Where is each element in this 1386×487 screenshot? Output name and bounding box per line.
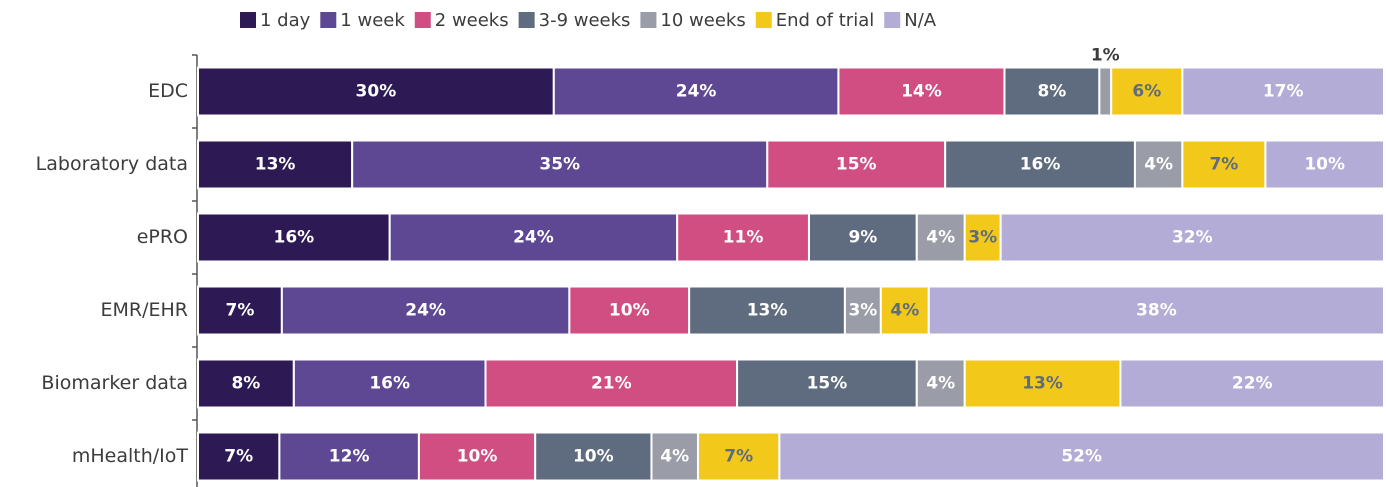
legend-label: 1 day xyxy=(260,10,311,31)
value-label: 32% xyxy=(1172,228,1213,248)
legend-swatch xyxy=(884,12,901,28)
bar-segment xyxy=(1133,139,1184,190)
value-label: 8% xyxy=(1037,82,1066,102)
bar-segment xyxy=(280,285,571,336)
value-label: 10% xyxy=(1304,155,1345,175)
bar-segment xyxy=(1181,139,1267,190)
value-label: 38% xyxy=(1136,301,1177,321)
category-label: Biomarker data xyxy=(41,372,188,394)
category-label: ePRO xyxy=(137,226,188,248)
bar-segment xyxy=(484,358,739,409)
bar-segment xyxy=(417,431,537,482)
bar-segment xyxy=(197,358,295,409)
value-label: 24% xyxy=(405,301,446,321)
value-label: 24% xyxy=(676,82,717,102)
bar-segment xyxy=(837,66,1006,117)
value-label: 17% xyxy=(1263,82,1304,102)
legend-swatch xyxy=(518,12,535,28)
bar-segment xyxy=(999,212,1386,263)
bar-segment xyxy=(1003,66,1101,117)
value-label: 15% xyxy=(807,374,848,394)
bar-segment xyxy=(568,285,691,336)
value-label: 7% xyxy=(225,301,254,321)
value-label: 10% xyxy=(457,447,498,467)
value-label: 10% xyxy=(573,447,614,467)
legend-swatch xyxy=(640,12,657,28)
value-label: 15% xyxy=(836,155,877,175)
bar-segment xyxy=(963,358,1122,409)
value-label: 14% xyxy=(901,82,942,102)
bar-segment xyxy=(963,212,1002,263)
value-label: 13% xyxy=(747,301,788,321)
bar-segment xyxy=(197,431,281,482)
value-label: 1% xyxy=(1091,46,1120,66)
value-label: 30% xyxy=(356,82,397,102)
value-label: 4% xyxy=(660,447,689,467)
legend-label: N/A xyxy=(904,10,937,31)
value-label: 21% xyxy=(591,374,632,394)
value-label: 13% xyxy=(1022,374,1063,394)
value-label: 3% xyxy=(848,301,877,321)
bar-segment xyxy=(197,285,283,336)
legend-label: 3-9 weeks xyxy=(539,10,631,31)
bar-segment xyxy=(879,285,930,336)
value-label: 35% xyxy=(539,155,580,175)
bar-segment xyxy=(1119,358,1385,409)
category-label: EDC xyxy=(148,80,188,102)
value-label: 11% xyxy=(723,228,764,248)
bar-segment xyxy=(1181,66,1385,117)
value-label: 8% xyxy=(231,374,260,394)
value-label: 7% xyxy=(1209,155,1238,175)
legend-label: 10 weeks xyxy=(660,10,745,31)
value-label: 4% xyxy=(926,228,955,248)
legend-swatch xyxy=(755,12,772,28)
bar-segment xyxy=(351,139,769,190)
bar-segment xyxy=(736,358,918,409)
category-label: Laboratory data xyxy=(36,153,188,175)
legend-swatch xyxy=(320,12,337,28)
value-label: 6% xyxy=(1132,82,1161,102)
bar-segment xyxy=(927,285,1386,336)
bar-segment xyxy=(197,212,391,263)
bar-segment xyxy=(650,431,699,482)
bar-segment xyxy=(688,285,846,336)
bar-segment xyxy=(1098,66,1113,117)
legend-label: End of trial xyxy=(776,10,875,31)
value-label: 12% xyxy=(329,447,370,467)
value-label: 16% xyxy=(1020,155,1061,175)
category-label: mHealth/IoT xyxy=(72,445,189,467)
bar-segment xyxy=(944,139,1136,190)
value-label: 7% xyxy=(724,447,753,467)
bar-segment xyxy=(696,431,781,482)
value-label: 4% xyxy=(926,374,955,394)
legend-swatch xyxy=(240,12,256,28)
value-label: 16% xyxy=(273,228,314,248)
bar-segment xyxy=(778,431,1385,482)
bar-segment xyxy=(292,358,487,409)
value-label: 9% xyxy=(848,228,877,248)
value-label: 4% xyxy=(1144,155,1173,175)
legend-label: 1 week xyxy=(340,10,405,31)
value-label: 4% xyxy=(890,301,919,321)
value-label: 3% xyxy=(968,228,997,248)
legend-swatch xyxy=(414,12,431,28)
value-label: 13% xyxy=(255,155,296,175)
bar-segment xyxy=(915,212,966,263)
bar-segment xyxy=(278,431,420,482)
bar-segment xyxy=(1264,139,1386,190)
value-label: 24% xyxy=(513,228,554,248)
bar-segment xyxy=(766,139,947,190)
value-label: 22% xyxy=(1232,374,1273,394)
value-label: 52% xyxy=(1061,447,1102,467)
value-label: 16% xyxy=(369,374,410,394)
bar-segment xyxy=(552,66,840,117)
value-label: 10% xyxy=(609,301,650,321)
value-label: 7% xyxy=(224,447,253,467)
category-label: EMR/EHR xyxy=(101,299,189,321)
legend-label: 2 weeks xyxy=(435,10,509,31)
